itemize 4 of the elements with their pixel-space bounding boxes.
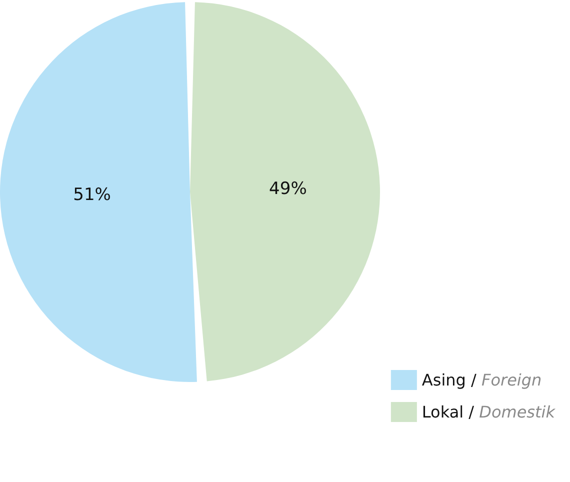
legend-label: Asing / Foreign [422, 370, 542, 390]
data-label: 51% [73, 185, 111, 206]
data-label: 49% [269, 178, 307, 199]
legend-label: Lokal / Domestik [422, 402, 556, 422]
